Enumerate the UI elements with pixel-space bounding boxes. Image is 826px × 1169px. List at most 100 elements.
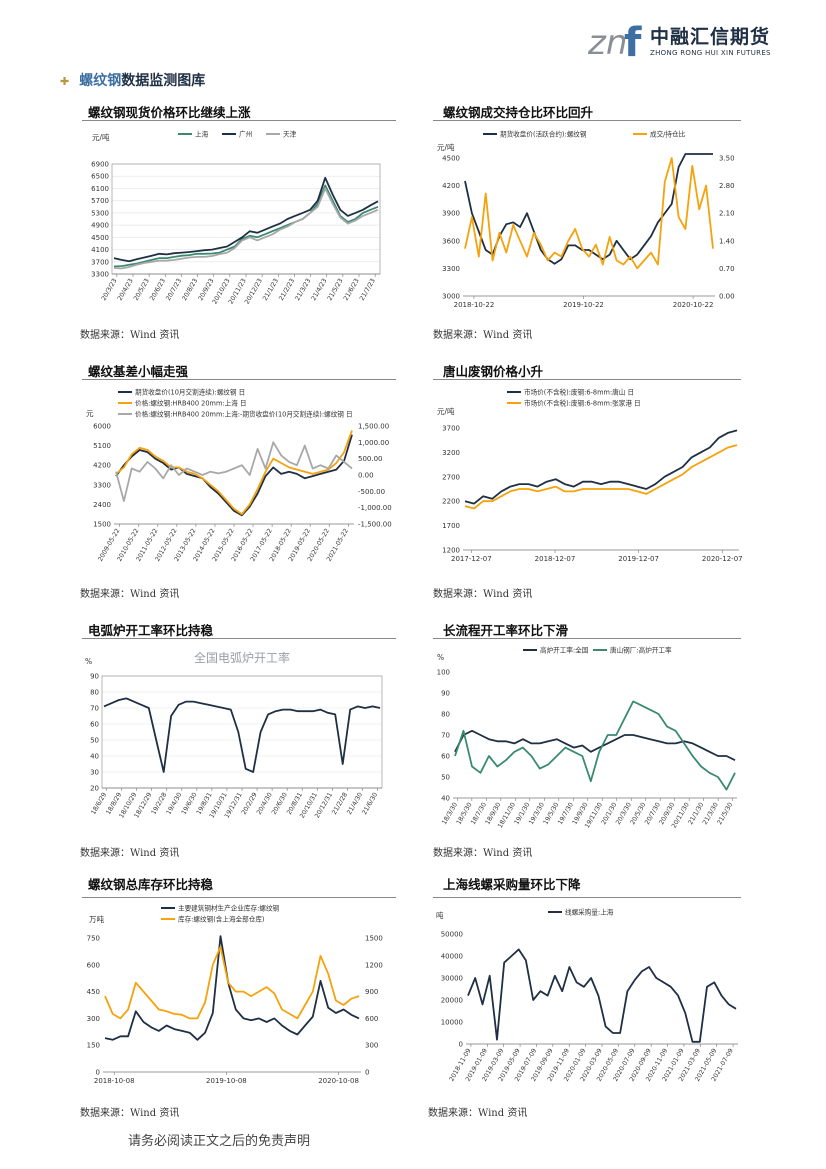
panel-title-7: 螺纹钢总库存环比持稳	[88, 877, 214, 892]
y2-tick-label: 0.70	[719, 265, 735, 273]
y-tick-label: 600	[87, 961, 100, 969]
chart-volume-oi-ratio: 3000 3300 3600 3900 4200 4500 0.00 0.70 1.40 2.10…	[437, 130, 735, 310]
y-tick-label: 30	[90, 769, 99, 777]
y-tick-label: 6000	[93, 423, 111, 431]
y-tick-label: 80	[90, 689, 99, 697]
x-tick-label: 2017-12-07	[451, 555, 492, 563]
y-tick-label: 4200	[93, 462, 111, 470]
logo-mark-f: f	[624, 20, 642, 66]
x-tick-label: 2020-10-22	[673, 301, 714, 309]
y-tick-label: 10000	[441, 1019, 463, 1027]
y2-tick-label: 0.00	[719, 293, 735, 301]
legend-label: 价格:螺纹钢:HRB400 20mm:上海 日	[135, 399, 247, 408]
y2-tick-label: 1200	[365, 961, 383, 969]
y2-tick-label: 0.00	[358, 472, 374, 480]
section-bullet-icon: ✚	[60, 75, 70, 88]
panel-title-5: 电弧炉开工率环比持稳	[88, 623, 214, 638]
series-line	[103, 697, 381, 773]
y-axis-label: 元/吨	[437, 142, 455, 152]
y-tick-label: 40	[90, 753, 99, 761]
y-axis-label: 吨	[436, 910, 444, 920]
panel-rule	[433, 897, 741, 898]
y-tick-label: 3600	[442, 237, 460, 245]
chart-bf-utilization: 405060708090100%18/3/3018/5/3018/7/3018/…	[437, 646, 737, 828]
y-tick-label: 3300	[93, 481, 111, 489]
legend-label: 广州	[239, 130, 252, 139]
y-tick-label: 70	[90, 705, 99, 713]
y-tick-label: 40	[441, 795, 450, 803]
section-title-prefix: 螺纹钢	[79, 73, 122, 89]
y-tick-label: 3900	[442, 210, 460, 218]
y2-tick-label: 1500	[365, 935, 383, 943]
y-tick-label: 1500	[93, 521, 111, 529]
y-tick-label: 4500	[442, 155, 460, 163]
series-line	[113, 176, 379, 263]
y-tick-label: 6500	[91, 173, 109, 181]
legend-label: 天津	[283, 131, 297, 139]
y-tick-label: 300	[87, 1015, 100, 1023]
y-tick-label: 100	[437, 669, 450, 677]
chart-total-inventory: 0 150 300 450 600 750 0 300 600 900 1200 1500 万吨 2018…	[87, 904, 383, 1086]
x-tick-label: 2018-10-08	[94, 1077, 135, 1085]
series-line	[464, 153, 713, 265]
panel-title-3: 螺纹基差小幅走强	[88, 364, 189, 379]
y-tick-label: 50	[441, 774, 450, 782]
logo-english-name: ZHONG RONG HUI XIN FUTURES	[650, 49, 771, 57]
section-title: ✚ 螺纹钢数据监测图库	[60, 70, 205, 90]
y-tick-label: 4900	[91, 222, 109, 230]
y-tick-label: 450	[87, 988, 100, 996]
y-tick-label: 60	[441, 753, 450, 761]
legend-label: 库存:螺纹钢(含上海全部仓库)	[178, 915, 265, 924]
chart-spot-price: 3300 3700 4100 4500 4900 5300 5700 6100 6500 6900…	[91, 130, 381, 305]
y-tick-label: 750	[87, 935, 100, 943]
y2-tick-label: -1,500.00	[358, 521, 392, 529]
chart-eaf-utilization: 2030405060708090%18/6/2918/8/2918/10/291…	[85, 650, 383, 819]
series-line	[113, 184, 379, 268]
y-tick-label: 4100	[91, 246, 109, 254]
y-tick-label: 3700	[442, 425, 460, 433]
plot-frame	[111, 163, 381, 275]
legend-label: 上海	[195, 130, 209, 139]
y2-tick-label: 600	[365, 1015, 378, 1023]
series-line	[464, 444, 738, 510]
logo-mark-z: zn	[588, 23, 627, 63]
series-line	[464, 157, 714, 270]
panel-rule	[82, 120, 396, 121]
y-axis-label: %	[85, 657, 92, 666]
series-line	[454, 700, 736, 791]
y-tick-label: 2200	[442, 498, 460, 506]
series-line	[464, 429, 738, 505]
y2-tick-label: 900	[365, 988, 378, 996]
chart-shanghai-purchase: 01000020000300004000050000吨2018-11-09201…	[436, 908, 738, 1083]
x-tick-label: 2020-10-08	[318, 1077, 359, 1085]
series-line	[467, 948, 737, 1043]
y-tick-label: 3700	[91, 258, 109, 266]
x-tick-label: 2019-10-22	[563, 301, 604, 309]
x-tick-label: 2018-12-07	[535, 555, 576, 563]
legend-label: 唐山钢厂:高炉开工率	[610, 646, 672, 655]
panel-title-4: 唐山废钢价格小升	[443, 364, 544, 379]
y-tick-label: 70	[441, 732, 450, 740]
series-line	[104, 946, 360, 1020]
y-tick-label: 6100	[91, 185, 109, 193]
y-axis-label: %	[437, 653, 444, 662]
series-line	[113, 187, 379, 270]
y-tick-label: 4200	[442, 182, 460, 190]
y-axis-label: 元/吨	[437, 406, 455, 416]
panel-rule	[82, 638, 396, 639]
legend-label: 期货收盘价(活跃合约):螺纹钢	[500, 130, 587, 139]
source-note: 数据来源：Wind 资讯	[433, 330, 533, 341]
y2-tick-label: 2.10	[719, 210, 735, 218]
y-tick-label: 1700	[442, 522, 460, 530]
y2-tick-label: 3.50	[719, 155, 735, 163]
section-title-rest: 数据监测图库	[121, 73, 206, 89]
y-tick-label: 40000	[441, 953, 463, 961]
y-tick-label: 4500	[91, 234, 109, 242]
y2-tick-label: 300	[365, 1042, 378, 1050]
y-tick-label: 3300	[442, 265, 460, 273]
x-tick-label: 2019-10-08	[206, 1077, 247, 1085]
y-tick-label: 1200	[442, 547, 460, 555]
y-axis-label: 元	[86, 409, 94, 418]
y-tick-label: 50	[90, 737, 99, 745]
y-tick-label: 2700	[442, 473, 460, 481]
